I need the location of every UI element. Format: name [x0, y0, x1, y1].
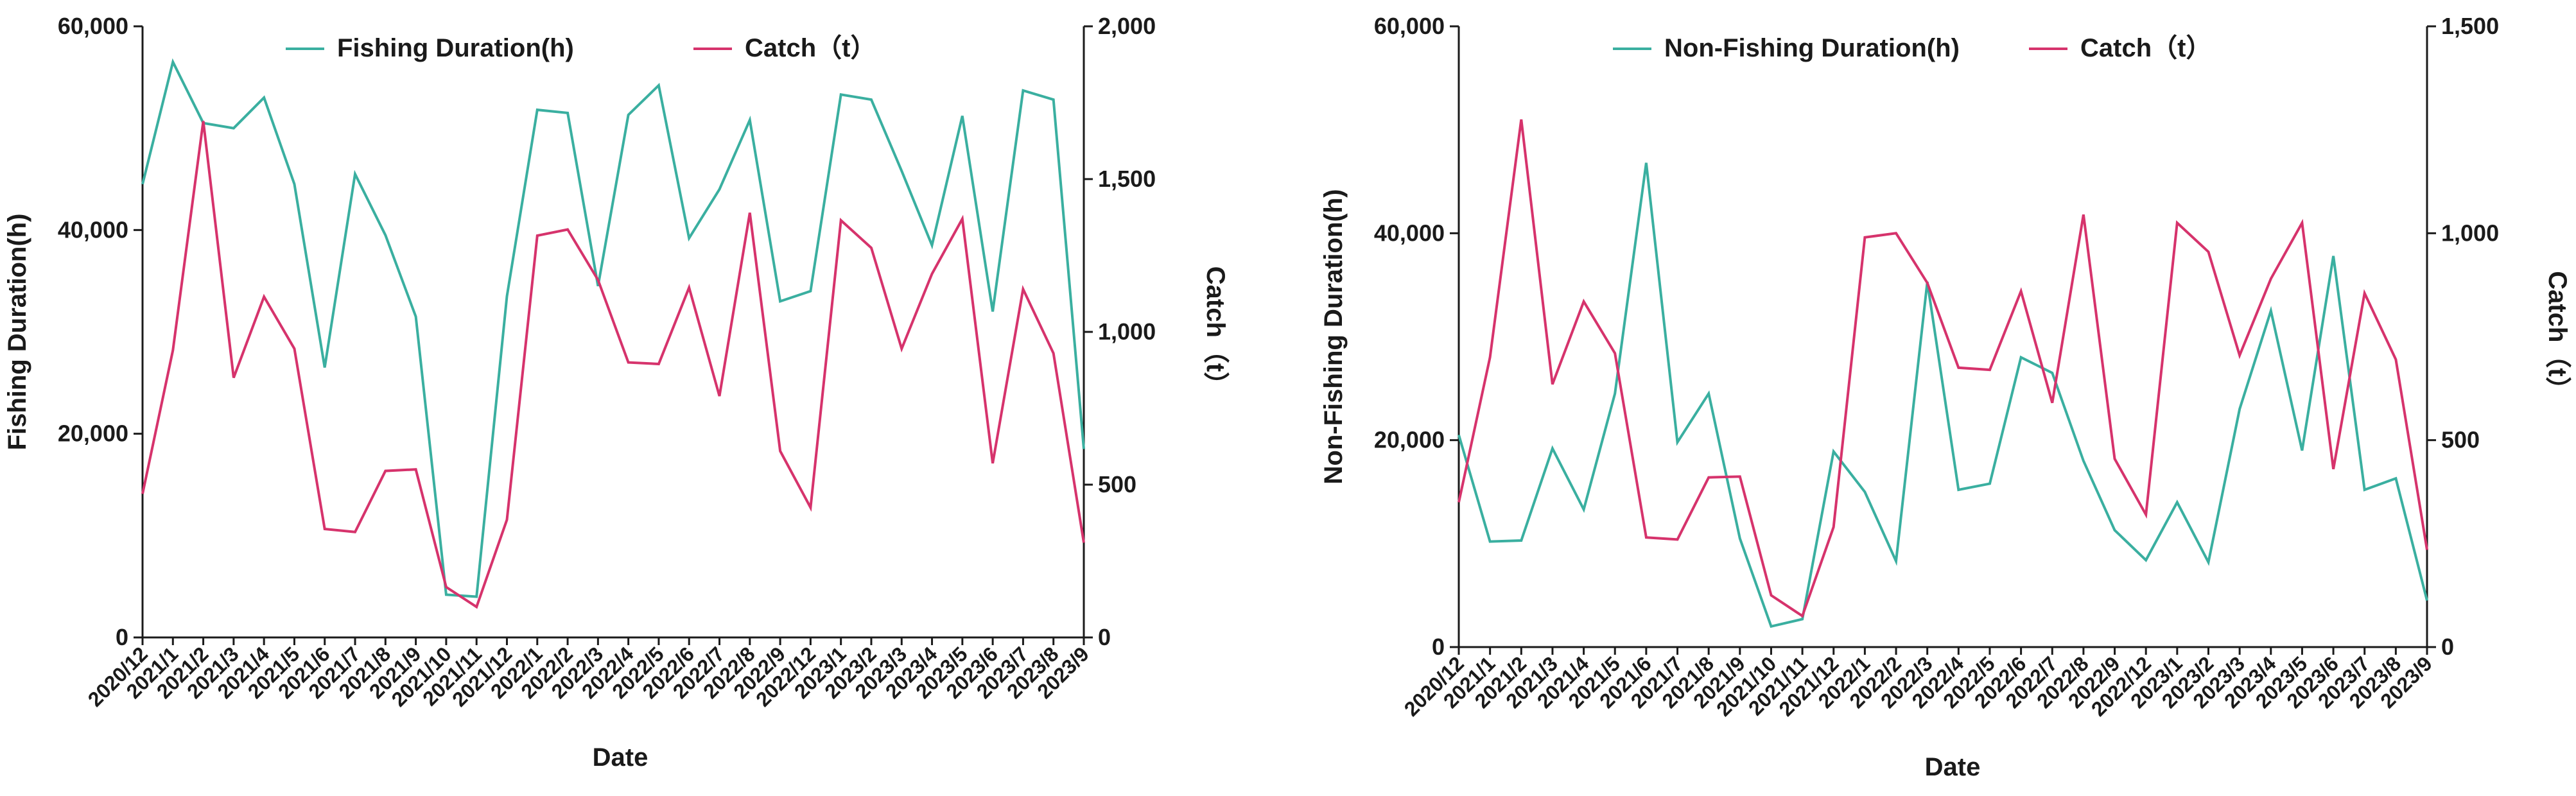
legend-label: Catch（t） [2080, 34, 2211, 62]
right-tick-label: 1,500 [1098, 166, 1156, 192]
legend-label: Non-Fishing Duration(h) [1664, 34, 1960, 62]
left-axis-title: Fishing Duration(h) [3, 214, 31, 451]
legend-label: Catch（t） [745, 34, 876, 62]
left-tick-label: 60,000 [1374, 13, 1445, 39]
left-tick-label: 40,000 [58, 216, 128, 243]
series-line-duration [141, 58, 1085, 598]
left-tick-label: 20,000 [1374, 427, 1445, 453]
series-line-catch [141, 121, 1085, 609]
right-axis-title: Catch（t） [1201, 266, 1230, 397]
left-tick-label: 0 [116, 624, 128, 650]
right-tick-label: 2,000 [1098, 13, 1156, 39]
right-tick-label: 500 [1098, 471, 1136, 498]
legend-label: Fishing Duration(h) [337, 34, 574, 62]
right-axis-title: Catch（t） [2543, 271, 2572, 402]
right-tick-label: 1,000 [1098, 318, 1156, 345]
left-tick-label: 0 [1432, 634, 1445, 660]
series-line-catch [1458, 119, 2428, 618]
right-tick-label: 1,500 [2441, 13, 2499, 39]
chart-fishing-duration: 020,00040,00060,00005001,0001,5002,00020… [3, 13, 1230, 772]
right-tick-label: 0 [2441, 634, 2454, 660]
left-axis-title: Non-Fishing Duration(h) [1319, 189, 1348, 485]
left-tick-label: 40,000 [1374, 220, 1445, 246]
series-line-duration [1458, 162, 2428, 628]
chart-non-fishing-duration: 020,00040,00060,00005001,0001,5002020/12… [1319, 13, 2572, 781]
x-axis-title: Date [593, 743, 648, 772]
right-tick-label: 0 [1098, 624, 1111, 650]
right-tick-label: 1,000 [2441, 220, 2499, 246]
right-tick-label: 500 [2441, 427, 2480, 453]
left-tick-label: 60,000 [58, 13, 128, 39]
x-axis-title: Date [1925, 753, 1981, 781]
left-tick-label: 20,000 [58, 420, 128, 447]
